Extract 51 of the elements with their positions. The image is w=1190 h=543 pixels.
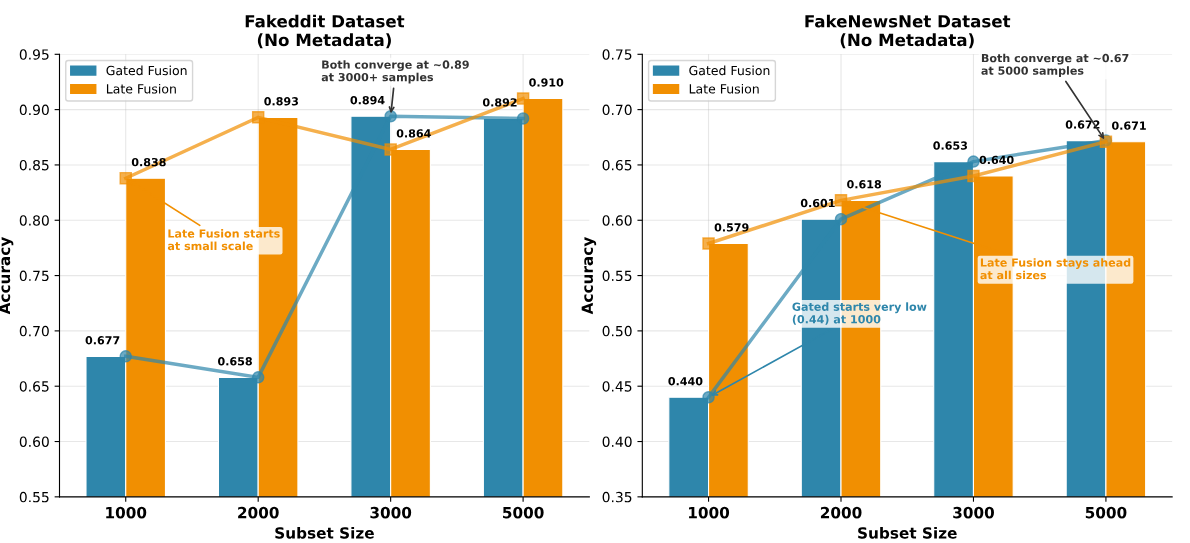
x-tick-label: 1000: [106, 506, 147, 519]
chart-title: FakeNewsNet Dataset (No Metadata): [805, 14, 1011, 49]
y-tick-label: 0.70: [602, 104, 632, 116]
y-tick-label: 0.45: [602, 381, 632, 392]
y-tick-label: 0.75: [19, 270, 49, 282]
data-label: 0.894: [350, 95, 385, 105]
y-tick-label: 0.40: [602, 436, 632, 447]
y-tick-label: 0.90: [19, 104, 49, 116]
data-label: 0.893: [264, 97, 298, 106]
annotation: Gated starts very low (0.44) at 1000: [792, 302, 927, 325]
y-tick-label: 0.80: [19, 215, 49, 226]
data-label: 0.864: [396, 129, 431, 138]
data-label: 0.618: [847, 180, 882, 189]
y-tick-label: 0.50: [602, 325, 632, 337]
data-label: 0.653: [933, 141, 968, 150]
legend-label: Gated Fusion: [106, 65, 187, 76]
y-tick-label: 0.65: [602, 159, 632, 171]
y-tick-label: 0.55: [602, 270, 632, 282]
y-tick-label: 0.95: [19, 49, 49, 60]
y-tick-label: 0.65: [19, 381, 49, 392]
annotation: Both converge at ~0.67 at 5000 samples: [981, 53, 1129, 77]
x-tick-label: 2000: [238, 506, 279, 519]
y-tick-label: 0.35: [602, 491, 632, 503]
data-label: 0.440: [668, 376, 703, 386]
x-axis-title: Subset Size: [858, 526, 957, 539]
y-tick-label: 0.55: [19, 491, 49, 503]
legend-label: Gated Fusion: [689, 65, 770, 76]
y-tick-label: 0.60: [602, 215, 632, 226]
data-label: 0.677: [85, 336, 120, 345]
data-label: 0.658: [218, 357, 252, 366]
x-tick-label: 5000: [503, 506, 544, 519]
legend-label: Late Fusion: [689, 83, 759, 94]
data-label: 0.671: [1112, 121, 1146, 130]
chart-title: Fakeddit Dataset (No Metadata): [245, 14, 405, 49]
annotation: Late Fusion stays ahead at all sizes: [980, 258, 1131, 280]
x-axis-title: Subset Size: [275, 526, 374, 539]
x-tick-label: 5000: [1085, 506, 1127, 519]
legend-label: Late Fusion: [106, 83, 176, 94]
annotation: Late Fusion starts at small scale: [167, 229, 280, 251]
data-label: 0.579: [714, 223, 749, 232]
annotation: Both converge at ~0.89 at 3000+ samples: [321, 60, 469, 84]
y-axis-title: Accuracy: [581, 237, 597, 315]
y-tick-label: 0.60: [19, 436, 49, 447]
y-tick-label: 0.85: [19, 159, 49, 171]
y-tick-label: 0.70: [19, 325, 49, 337]
x-tick-label: 3000: [953, 506, 994, 519]
x-tick-label: 1000: [689, 506, 730, 519]
x-tick-label: 3000: [370, 506, 412, 519]
y-tick-label: 0.75: [602, 49, 632, 60]
data-label: 0.910: [529, 78, 564, 87]
x-tick-label: 2000: [820, 506, 862, 519]
